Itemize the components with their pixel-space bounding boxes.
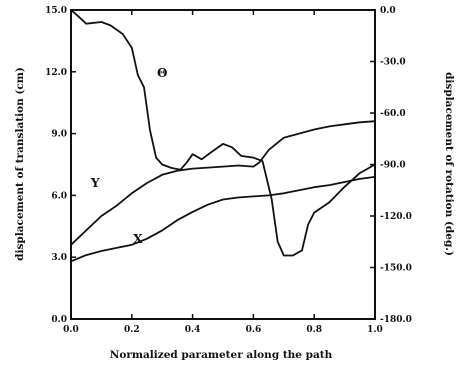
x-tick-label: 0.4 <box>185 325 201 335</box>
y-right-tick-label: -120.0 <box>380 212 412 222</box>
y-left-tick-label: 3.0 <box>51 253 67 263</box>
series-line-theta <box>70 9 376 257</box>
series-line-x <box>70 175 376 263</box>
series-label: X <box>133 232 143 246</box>
x-tick-label: 1.0 <box>367 325 383 335</box>
y-left-tick-label: 15.0 <box>45 6 67 16</box>
y-right-tick-label: 0.0 <box>380 6 396 16</box>
tick-marks <box>70 9 376 320</box>
x-axis-title: Normalized parameter along the path <box>110 349 333 361</box>
series-lines <box>70 9 376 263</box>
x-tick-label: 0.0 <box>63 325 79 335</box>
tick-labels: 0.0 0.2 0.4 0.6 0.8 1.0 0.0 3.0 6.0 9.0 12.0 15.0 0.… <box>45 6 412 335</box>
y-axis-right-title: displacement of rotation (deg.) <box>443 72 455 256</box>
series-label: Θ <box>157 66 167 80</box>
y-right-tick-label: -30.0 <box>380 58 406 68</box>
y-left-tick-label: 9.0 <box>51 130 67 140</box>
series-line-y <box>70 120 376 246</box>
y-left-tick-label: 0.0 <box>51 315 67 325</box>
y-right-tick-label: -60.0 <box>380 109 406 119</box>
x-tick-label: 0.8 <box>306 325 322 335</box>
plot-frame <box>70 9 376 320</box>
y-axis-left-title: displacement of translation (cm) <box>14 67 26 261</box>
y-left-tick-label: 6.0 <box>51 191 67 201</box>
y-right-tick-label: -180.0 <box>380 315 412 325</box>
x-tick-label: 0.6 <box>246 325 262 335</box>
y-right-tick-label: -150.0 <box>380 264 412 274</box>
x-tick-label: 0.2 <box>124 325 140 335</box>
y-right-tick-label: -90.0 <box>380 161 406 171</box>
y-left-tick-label: 12.0 <box>45 68 67 78</box>
series-label: Y <box>90 176 100 190</box>
